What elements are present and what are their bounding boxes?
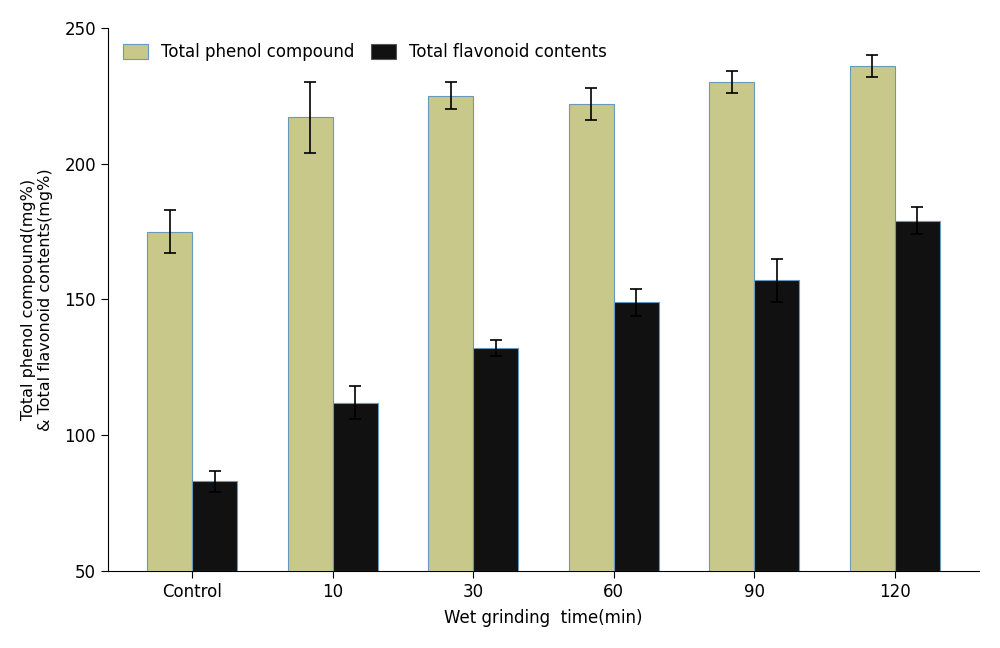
Y-axis label: Total phenol compound(mg%)
& Total flavonoid contents(mg%): Total phenol compound(mg%) & Total flavo… [21, 168, 53, 431]
Bar [288, 117, 333, 571]
Bar [192, 481, 237, 571]
Bar [333, 402, 378, 571]
Bar [614, 302, 659, 571]
Bar [850, 66, 895, 571]
Bar [895, 221, 940, 571]
Bar [473, 349, 518, 571]
Bar [754, 281, 799, 571]
Legend: Total phenol compound, Total flavonoid contents: Total phenol compound, Total flavonoid c… [116, 36, 614, 67]
Bar [709, 82, 754, 571]
Bar [569, 104, 614, 571]
Bar [147, 231, 192, 571]
X-axis label: Wet grinding  time(min): Wet grinding time(min) [444, 609, 643, 627]
Bar [428, 96, 473, 571]
